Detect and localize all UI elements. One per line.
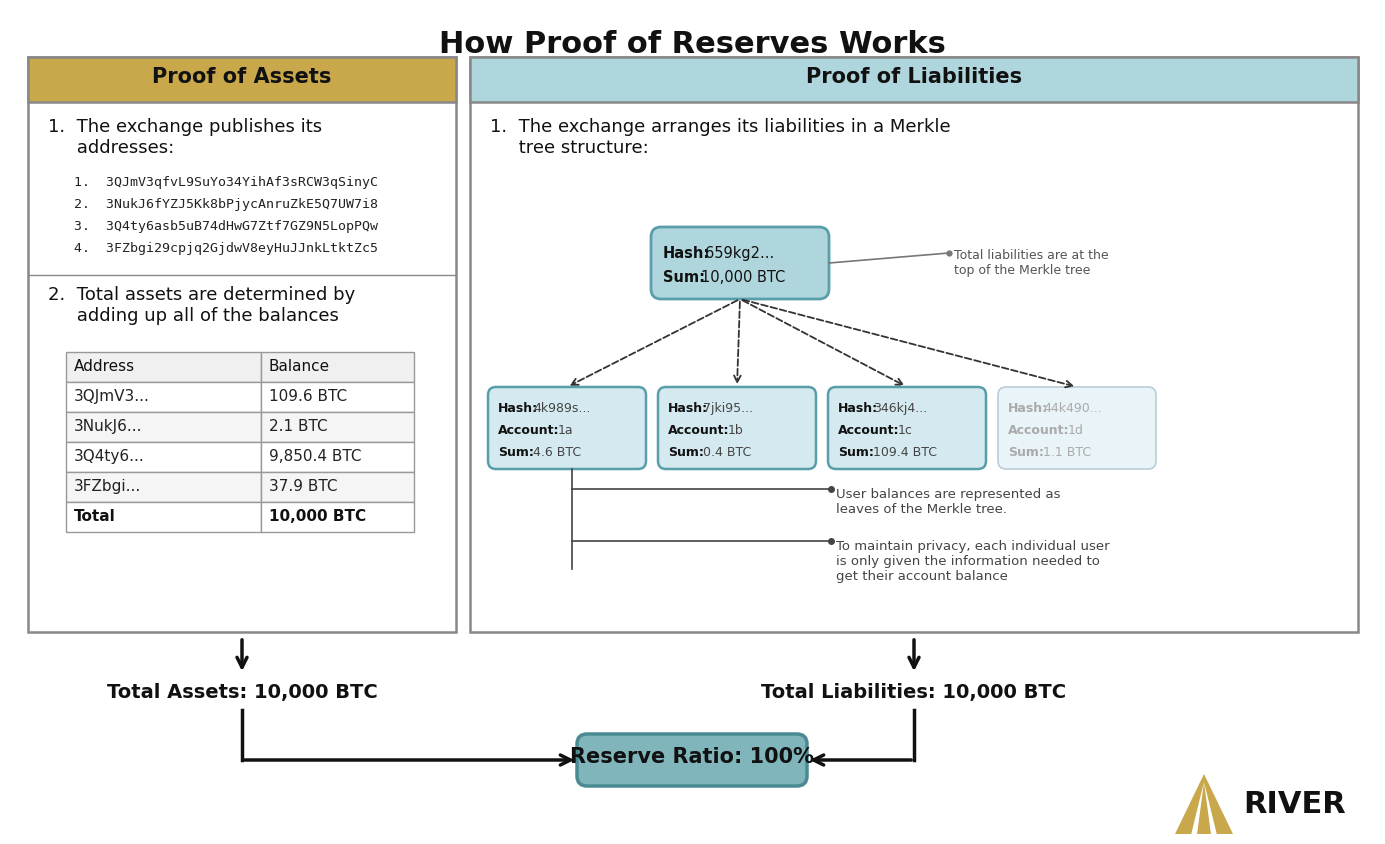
Bar	[66, 353, 260, 382]
Text: Sum:: Sum:	[668, 446, 704, 458]
Text: 3Q4ty6...: 3Q4ty6...	[73, 448, 145, 463]
Text: 1a: 1a	[558, 424, 573, 436]
Bar	[28, 58, 456, 103]
Text: 0.4 BTC: 0.4 BTC	[704, 446, 751, 458]
Bar	[470, 58, 1359, 632]
Text: Hash:: Hash:	[838, 402, 878, 414]
Text: Reserve Ratio: 100%: Reserve Ratio: 100%	[571, 746, 814, 766]
Text: Balance: Balance	[269, 359, 330, 374]
Text: 3.  3Q4ty6asb5uB74dHwG7Ztf7GZ9N5LopPQw: 3. 3Q4ty6asb5uB74dHwG7Ztf7GZ9N5LopPQw	[73, 219, 378, 233]
Text: Account:: Account:	[838, 424, 899, 436]
Bar	[66, 442, 260, 473]
Bar	[66, 502, 260, 533]
Text: 1c: 1c	[897, 424, 913, 436]
Bar	[66, 473, 260, 502]
Text: 1b: 1b	[729, 424, 744, 436]
Text: 3QJmV3...: 3QJmV3...	[73, 388, 150, 403]
Text: 3NukJ6...: 3NukJ6...	[73, 419, 143, 434]
Text: 109.6 BTC: 109.6 BTC	[269, 388, 348, 403]
Text: Hash:: Hash:	[663, 246, 711, 261]
Text: Sum:: Sum:	[1008, 446, 1044, 458]
Text: Sum:: Sum:	[838, 446, 874, 458]
Bar	[470, 58, 1359, 103]
Text: 659kg2...: 659kg2...	[705, 246, 774, 261]
Text: Address: Address	[73, 359, 136, 374]
Text: Total Liabilities: 10,000 BTC: Total Liabilities: 10,000 BTC	[762, 682, 1066, 701]
Polygon shape	[1191, 782, 1204, 834]
Bar	[260, 442, 414, 473]
Text: User balances are represented as
leaves of the Merkle tree.: User balances are represented as leaves …	[837, 488, 1061, 516]
Text: 1.1 BTC: 1.1 BTC	[1043, 446, 1091, 458]
Bar	[66, 382, 260, 413]
Text: Proof of Assets: Proof of Assets	[152, 67, 331, 87]
Text: 346kj4...: 346kj4...	[873, 402, 927, 414]
FancyBboxPatch shape	[828, 387, 986, 469]
Bar	[66, 413, 260, 442]
Text: 2.  Total assets are determined by
     adding up all of the balances: 2. Total assets are determined by adding…	[48, 285, 355, 324]
Text: 2.1 BTC: 2.1 BTC	[269, 419, 328, 434]
Text: 4.  3FZbgi29cpjq2GjdwV8eyHuJJnkLtktZc5: 4. 3FZbgi29cpjq2GjdwV8eyHuJJnkLtktZc5	[73, 241, 378, 255]
Text: Hash:: Hash:	[668, 402, 708, 414]
Bar	[260, 502, 414, 533]
Bar	[260, 353, 414, 382]
FancyBboxPatch shape	[651, 228, 830, 300]
Text: Account:: Account:	[1008, 424, 1069, 436]
Polygon shape	[1204, 782, 1217, 834]
Text: 3FZbgi...: 3FZbgi...	[73, 479, 141, 494]
Bar	[260, 473, 414, 502]
Text: 4k989s...: 4k989s...	[533, 402, 590, 414]
FancyBboxPatch shape	[658, 387, 816, 469]
Text: 9,850.4 BTC: 9,850.4 BTC	[269, 448, 361, 463]
Text: How Proof of Reserves Works: How Proof of Reserves Works	[439, 30, 946, 59]
Text: 109.4 BTC: 109.4 BTC	[873, 446, 938, 458]
FancyBboxPatch shape	[578, 734, 807, 786]
Text: 1d: 1d	[1068, 424, 1084, 436]
FancyBboxPatch shape	[488, 387, 645, 469]
Text: Total liabilities are at the
top of the Merkle tree: Total liabilities are at the top of the …	[954, 249, 1108, 277]
Text: Account:: Account:	[499, 424, 560, 436]
Text: 2.  3NukJ6fYZJ5Kk8bPjycAnruZkE5Q7UW7i8: 2. 3NukJ6fYZJ5Kk8bPjycAnruZkE5Q7UW7i8	[73, 197, 378, 211]
Text: To maintain privacy, each individual user
is only given the information needed t: To maintain privacy, each individual use…	[837, 539, 1109, 582]
Text: Total Assets: 10,000 BTC: Total Assets: 10,000 BTC	[107, 682, 377, 701]
Text: Total: Total	[73, 508, 116, 523]
FancyBboxPatch shape	[999, 387, 1156, 469]
Bar	[28, 58, 456, 632]
Text: 1.  3QJmV3qfvL9SuYo34YihAf3sRCW3qSinyC: 1. 3QJmV3qfvL9SuYo34YihAf3sRCW3qSinyC	[73, 176, 378, 189]
Text: 10,000 BTC: 10,000 BTC	[701, 270, 785, 284]
Text: 7jki95...: 7jki95...	[704, 402, 753, 414]
Text: 37.9 BTC: 37.9 BTC	[269, 479, 338, 494]
Bar	[260, 413, 414, 442]
Text: 1.  The exchange arranges its liabilities in a Merkle
     tree structure:: 1. The exchange arranges its liabilities…	[490, 118, 950, 157]
Text: Proof of Liabilities: Proof of Liabilities	[806, 67, 1022, 87]
Text: Sum:: Sum:	[499, 446, 533, 458]
Text: 44k490...: 44k490...	[1043, 402, 1101, 414]
Text: Sum:: Sum:	[663, 270, 705, 284]
Text: 10,000 BTC: 10,000 BTC	[269, 508, 366, 523]
Text: RIVER: RIVER	[1242, 789, 1346, 818]
Text: Hash:: Hash:	[499, 402, 539, 414]
Text: Hash:: Hash:	[1008, 402, 1048, 414]
Bar	[260, 382, 414, 413]
Polygon shape	[1174, 774, 1233, 834]
Text: Account:: Account:	[668, 424, 730, 436]
Text: 1.  The exchange publishes its
     addresses:: 1. The exchange publishes its addresses:	[48, 118, 323, 157]
Text: 4.6 BTC: 4.6 BTC	[533, 446, 582, 458]
